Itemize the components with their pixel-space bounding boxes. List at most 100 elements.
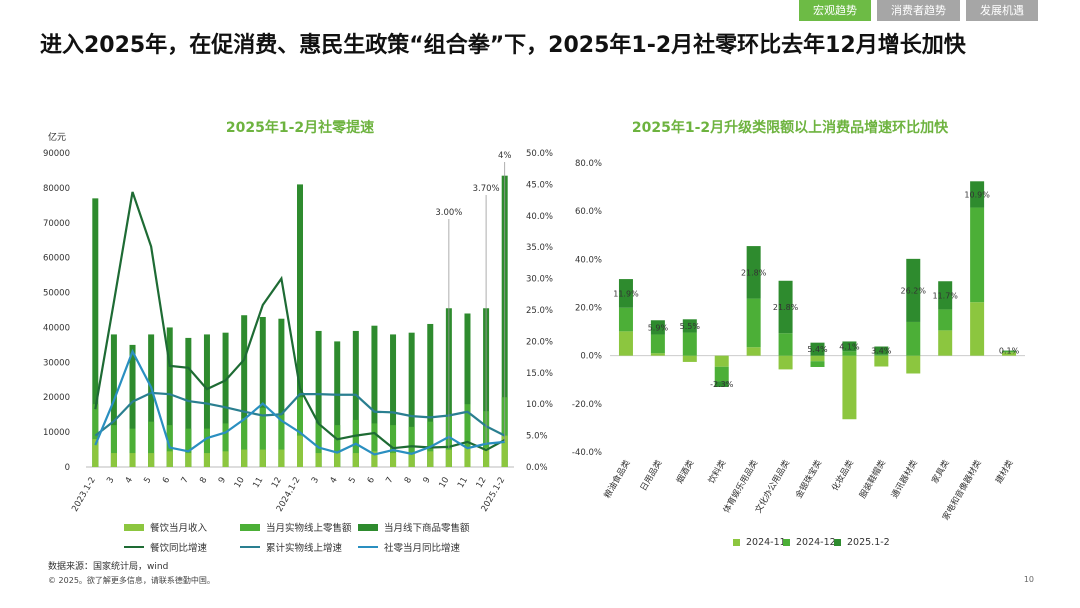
y-tick-label: 30000 bbox=[43, 358, 70, 368]
bar-0-20 bbox=[464, 447, 471, 467]
bar-0-9 bbox=[259, 449, 266, 467]
y-tick-label: -40.0% bbox=[572, 448, 602, 458]
y2-tick-label: 25.0% bbox=[526, 306, 553, 316]
bar-0-14 bbox=[352, 453, 359, 467]
legend-item-line-0: 餐饮同比增速 bbox=[124, 540, 207, 554]
legend-label: 累计实物线上增速 bbox=[266, 543, 343, 554]
y2-tick-label: 20.0% bbox=[526, 337, 553, 347]
y2-tick-label: 50.0% bbox=[526, 149, 553, 159]
y-tick-label: 60.0% bbox=[575, 207, 602, 217]
bar-1-0 bbox=[618, 307, 633, 332]
data-label: 21.8% bbox=[741, 268, 767, 277]
legend-swatch bbox=[358, 523, 378, 531]
legend-item-bar-1: 当月实物线上零售额 bbox=[240, 520, 352, 534]
y2-tick-label: 45.0% bbox=[526, 180, 553, 190]
y-tick-label: 40000 bbox=[43, 323, 70, 333]
bar-1-1 bbox=[110, 425, 117, 467]
annotation-label: 4% bbox=[498, 151, 512, 161]
bar-2-15 bbox=[371, 325, 378, 467]
y-tick-label: 70000 bbox=[43, 219, 70, 229]
legend-label: 餐饮当月收入 bbox=[150, 523, 208, 534]
bar-2-9 bbox=[906, 258, 921, 322]
bar-2-9 bbox=[259, 316, 266, 467]
bar-1-18 bbox=[427, 421, 434, 467]
bar-2-10 bbox=[278, 318, 285, 467]
x-tick-label: 3 bbox=[310, 476, 321, 486]
bar-2-16 bbox=[390, 334, 397, 467]
y2-tick-label: 10.0% bbox=[526, 400, 553, 410]
legend-swatch bbox=[358, 546, 378, 548]
data-label: 4.1% bbox=[839, 342, 860, 351]
bar-2-5 bbox=[185, 337, 192, 467]
bar-2-0 bbox=[618, 279, 633, 308]
bar-1-3 bbox=[148, 421, 155, 467]
data-source: 数据来源：国家统计局，wind bbox=[48, 562, 169, 572]
x-tick-label: 8 bbox=[403, 476, 414, 486]
bar-2-7 bbox=[222, 332, 229, 467]
x-tick-label: 6 bbox=[366, 476, 377, 486]
bar-0-6 bbox=[203, 453, 210, 467]
page-number: 10 bbox=[1023, 575, 1034, 584]
x-tick-label: 9 bbox=[217, 476, 228, 486]
legend-label: 餐饮同比增速 bbox=[150, 543, 208, 554]
legend-swatch bbox=[240, 523, 260, 531]
bar-2-0 bbox=[92, 198, 99, 467]
bar-1-13 bbox=[334, 425, 341, 467]
y2-tick-label: 0.0% bbox=[526, 463, 548, 473]
legend-swatch bbox=[124, 523, 144, 531]
y-tick-label: 20.0% bbox=[575, 304, 602, 314]
bar-0-1 bbox=[110, 453, 117, 467]
bar-2-11 bbox=[297, 184, 303, 467]
bar-2-3 bbox=[148, 334, 155, 467]
x-tick-label: 7 bbox=[180, 476, 191, 486]
x-tick-label: 服装鞋帽类 bbox=[857, 458, 888, 501]
bar-2-12 bbox=[315, 330, 322, 467]
y-tick-label: 40.0% bbox=[575, 255, 602, 265]
legend-item-line-1: 累计实物线上增速 bbox=[240, 540, 342, 554]
x-tick-label: 12 bbox=[270, 476, 284, 490]
data-label: 11.9% bbox=[613, 289, 639, 298]
x-tick-label: 4 bbox=[124, 476, 135, 486]
bar-0-12 bbox=[1002, 352, 1017, 356]
data-label: -2.3% bbox=[710, 380, 734, 389]
tab-macro-trends[interactable]: 宏观趋势 bbox=[799, 0, 871, 21]
tab-consumer-trends[interactable]: 消费者趋势 bbox=[877, 0, 960, 21]
copyright: © 2025。欲了解更多信息，请联系德勤中国。 bbox=[48, 576, 215, 585]
bar-0-5 bbox=[185, 453, 192, 467]
bar-0-15 bbox=[371, 451, 378, 467]
bar-2-3 bbox=[714, 381, 729, 387]
tab-opportunities[interactable]: 发展机遇 bbox=[966, 0, 1038, 21]
bar-1-10 bbox=[938, 309, 953, 331]
y2-tick-label: 40.0% bbox=[526, 212, 553, 222]
bar-0-16 bbox=[390, 453, 397, 467]
legend-item-line-2: 社零当月同比增速 bbox=[358, 540, 460, 554]
x-tick-label: 日用品类 bbox=[638, 458, 665, 493]
bar-0-0 bbox=[618, 331, 633, 356]
bar-0-18 bbox=[427, 451, 434, 467]
bar-2-1 bbox=[650, 320, 665, 335]
y-tick-label: -20.0% bbox=[572, 400, 602, 410]
x-tick-label: 3 bbox=[105, 476, 116, 486]
annotation-label: 3.00% bbox=[435, 208, 462, 218]
y2-tick-label: 35.0% bbox=[526, 243, 553, 253]
bar-0-11 bbox=[297, 435, 303, 467]
bar-0-13 bbox=[334, 453, 341, 467]
x-tick-label: 5 bbox=[347, 476, 358, 486]
bar-0-10 bbox=[278, 449, 285, 467]
bar-1-6 bbox=[203, 428, 210, 467]
legend-label: 社零当月同比增速 bbox=[384, 543, 461, 554]
legend-label: 2025.1-2 bbox=[847, 537, 890, 548]
x-tick-label: 化妆品类 bbox=[829, 458, 856, 493]
x-tick-label: 通讯器材类 bbox=[889, 458, 920, 501]
legend-swatch bbox=[783, 539, 790, 546]
y-tick-label: 80.0% bbox=[575, 159, 602, 169]
bar-2-5 bbox=[778, 280, 793, 334]
x-tick-label: 文化办公用品类 bbox=[753, 458, 793, 515]
y-tick-label: 90000 bbox=[43, 149, 70, 159]
bar-2-13 bbox=[334, 341, 341, 467]
bar-2-8 bbox=[241, 315, 248, 467]
data-label: 11.7% bbox=[932, 291, 958, 300]
bar-2-10 bbox=[938, 281, 953, 310]
legend-item-bar-0: 餐饮当月收入 bbox=[124, 520, 207, 534]
